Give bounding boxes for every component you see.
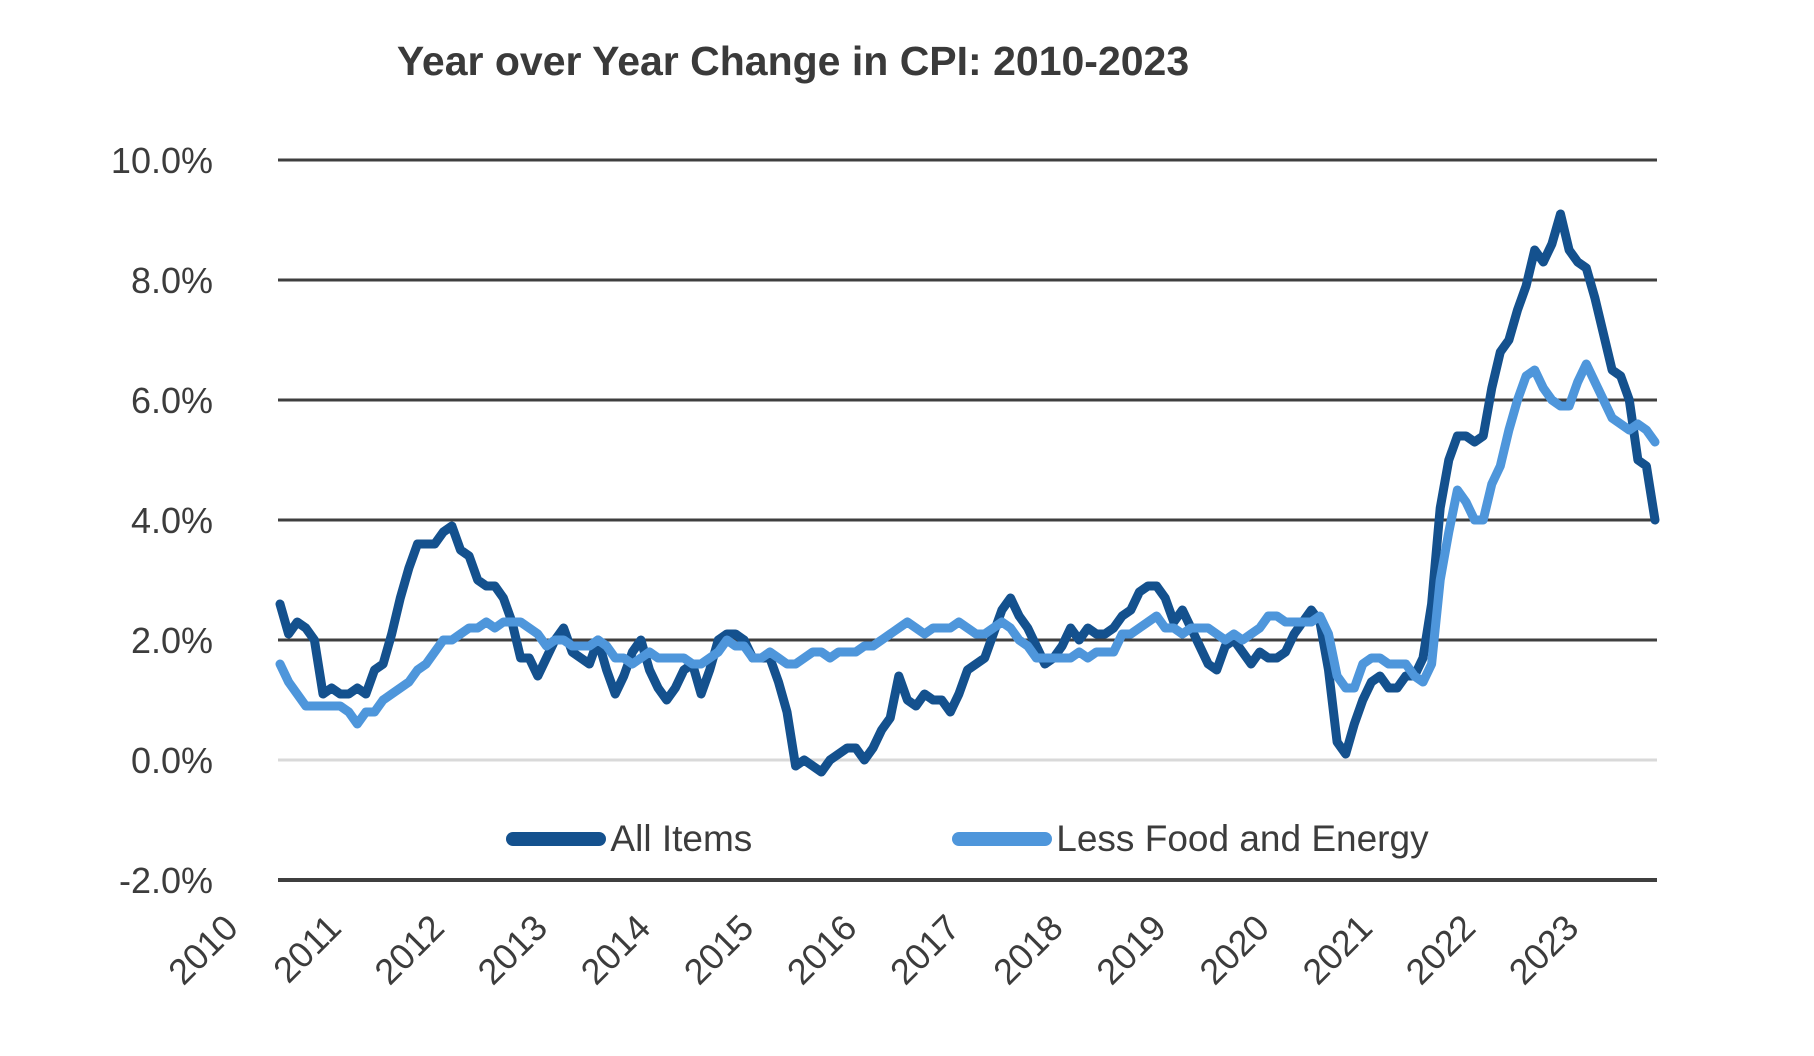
x-tick-label: 2023 — [1501, 907, 1587, 993]
x-tick-label: 2016 — [779, 907, 865, 993]
legend-item-less-food-energy: Less Food and Energy — [952, 818, 1429, 860]
all-items-line-swatch — [506, 832, 607, 846]
legend-label-all-items: All Items — [610, 818, 753, 859]
x-tick-label: 2015 — [676, 907, 762, 993]
y-tick-label: -2.0% — [119, 860, 213, 901]
y-tick-label: 4.0% — [131, 500, 213, 541]
less-food-energy-line-swatch — [952, 832, 1053, 846]
x-tick-label: 2020 — [1191, 907, 1277, 993]
y-tick-label: 0.0% — [131, 740, 213, 781]
legend-item-all-items: All Items — [506, 818, 752, 860]
y-tick-label: 6.0% — [131, 380, 213, 421]
legend-label-less-food-energy: Less Food and Energy — [1056, 818, 1429, 859]
y-tick-label: 2.0% — [131, 620, 213, 661]
y-tick-label: 8.0% — [131, 260, 213, 301]
x-tick-label: 2018 — [985, 907, 1071, 993]
series-line-less-food-and-energy — [275, 359, 1660, 729]
legend: All Items Less Food and Energy — [278, 818, 1657, 860]
x-tick-label: 2017 — [882, 907, 968, 993]
x-tick-label: 2022 — [1398, 907, 1484, 993]
series-line-all-items — [275, 209, 1660, 777]
x-tick-label: 2013 — [469, 907, 555, 993]
x-tick-label: 2012 — [366, 907, 452, 993]
y-tick-label: 10.0% — [111, 140, 213, 181]
x-tick-label: 2014 — [573, 907, 659, 993]
x-tick-label: 2019 — [1088, 907, 1174, 993]
x-tick-label: 2010 — [160, 907, 246, 993]
x-tick-label: 2011 — [265, 907, 349, 991]
chart-title: Year over Year Change in CPI: 2010-2023 — [396, 38, 1190, 84]
x-tick-label: 2021 — [1294, 907, 1380, 993]
